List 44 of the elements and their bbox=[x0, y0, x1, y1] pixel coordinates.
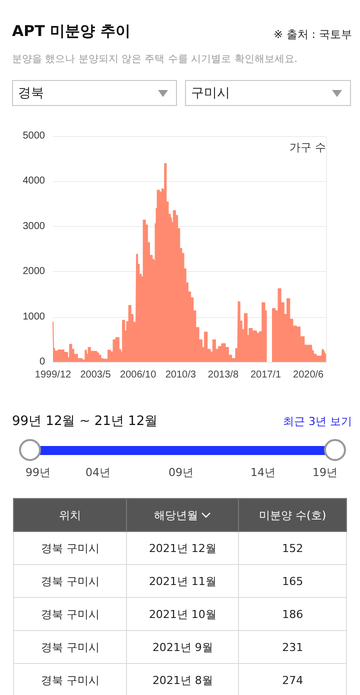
x-tick-label: 2020/6 bbox=[293, 370, 324, 380]
text: 2021년 8월 bbox=[152, 674, 213, 686]
text: APT 미분양 추이 bbox=[12, 22, 130, 41]
text: 274 bbox=[282, 674, 304, 686]
text: 19년 bbox=[312, 465, 338, 480]
text: 경북 구미시 bbox=[40, 640, 100, 654]
y-tick-label: 1000 bbox=[22, 311, 46, 322]
text: 186 bbox=[282, 608, 304, 620]
text: 경북 구미시 bbox=[40, 542, 100, 554]
text: 14년 bbox=[250, 465, 276, 480]
y-tick-label: 4000 bbox=[22, 176, 46, 187]
y-tick-label: 3000 bbox=[22, 220, 46, 232]
text: 해당년월 bbox=[154, 508, 198, 522]
text: 2021년 12월 bbox=[148, 542, 216, 554]
text: 2021년 9월 bbox=[152, 640, 213, 654]
y-tick-label: 2000 bbox=[22, 266, 46, 278]
text: 구미시 bbox=[191, 86, 230, 101]
y-axis-title: 가구 수 bbox=[290, 141, 326, 154]
x-tick-label: 2006/10 bbox=[120, 370, 157, 380]
text: 경북 구미시 bbox=[40, 574, 100, 588]
text: 2021년 10월 bbox=[148, 608, 216, 620]
x-tick-label: 1999/12 bbox=[34, 370, 72, 380]
text: 99년 bbox=[24, 465, 52, 480]
text: 경북 구미시 bbox=[40, 674, 100, 686]
text: 99년 12월 ~ 21년 12월 bbox=[12, 413, 158, 430]
y-tick-label: 0 bbox=[39, 356, 46, 368]
text: 위치 bbox=[59, 508, 82, 522]
text: 09년 bbox=[168, 465, 194, 480]
text: 231 bbox=[282, 640, 304, 654]
text: 최근 3년 보기 bbox=[283, 414, 352, 429]
text: 165 bbox=[282, 574, 304, 588]
x-tick-label: 2013/8 bbox=[208, 370, 239, 380]
y-tick-label: 5000 bbox=[22, 130, 46, 142]
text: 분양을 했으나 분양되지 않은 주택 수를 시기별로 확인해보세요. bbox=[12, 53, 298, 66]
x-tick-label: 2017/1 bbox=[250, 370, 282, 380]
x-tick-label: 2003/5 bbox=[80, 370, 112, 380]
text: 경북 bbox=[18, 86, 44, 101]
text: 미분양 수(호) bbox=[259, 508, 326, 522]
text: 2021년 11월 bbox=[148, 574, 216, 588]
text: ※ 출처 : 국토부 bbox=[274, 27, 352, 42]
text: 152 bbox=[282, 542, 304, 554]
text: 경북 구미시 bbox=[40, 608, 100, 620]
text: 04년 bbox=[84, 465, 112, 480]
x-tick-label: 2010/3 bbox=[165, 370, 196, 380]
